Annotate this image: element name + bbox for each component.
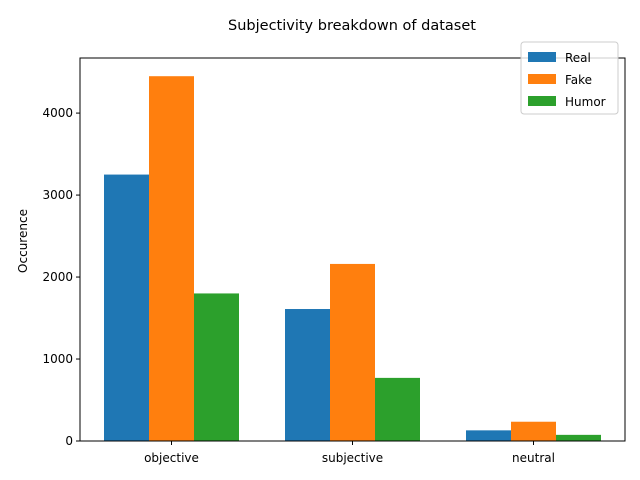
bar-real-neutral xyxy=(466,430,511,441)
bar-fake-subjective xyxy=(330,263,375,441)
legend-swatch-real xyxy=(528,52,556,62)
bars-group xyxy=(104,76,601,442)
legend: Real Fake Humor xyxy=(520,41,619,115)
y-tick-label: 2000 xyxy=(42,270,73,284)
bar-fake-objective xyxy=(149,76,194,441)
y-axis-ticks: 0 1000 2000 3000 4000 xyxy=(42,106,80,448)
x-tick-label: objective xyxy=(144,451,199,465)
bar-humor-objective xyxy=(194,293,239,441)
y-tick-label: 1000 xyxy=(42,352,73,366)
legend-swatch-humor xyxy=(528,96,556,106)
y-axis-label: Occurence xyxy=(16,209,30,273)
chart-title: Subjectivity breakdown of dataset xyxy=(228,18,476,34)
legend-label-humor: Humor xyxy=(565,95,606,109)
x-axis-ticks: objective subjective neutral xyxy=(144,441,555,465)
bar-fake-neutral xyxy=(511,421,556,441)
bar-humor-neutral xyxy=(556,434,601,441)
legend-swatch-fake xyxy=(528,74,556,84)
plot-frame xyxy=(79,57,626,442)
y-tick-label: 0 xyxy=(65,434,73,448)
y-tick-label: 4000 xyxy=(42,106,73,120)
bar-humor-subjective xyxy=(375,377,420,441)
x-tick-label: neutral xyxy=(512,451,555,465)
legend-label-real: Real xyxy=(565,51,591,65)
bar-real-objective xyxy=(104,174,149,442)
bar-real-subjective xyxy=(285,309,330,441)
x-tick-label: subjective xyxy=(322,451,383,465)
y-tick-label: 3000 xyxy=(42,188,73,202)
legend-label-fake: Fake xyxy=(565,73,592,87)
